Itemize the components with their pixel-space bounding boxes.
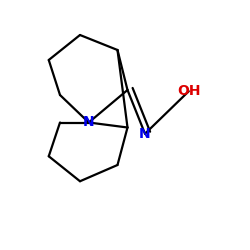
Text: OH: OH <box>177 84 201 98</box>
Text: N: N <box>139 127 151 141</box>
Text: N: N <box>83 116 94 130</box>
